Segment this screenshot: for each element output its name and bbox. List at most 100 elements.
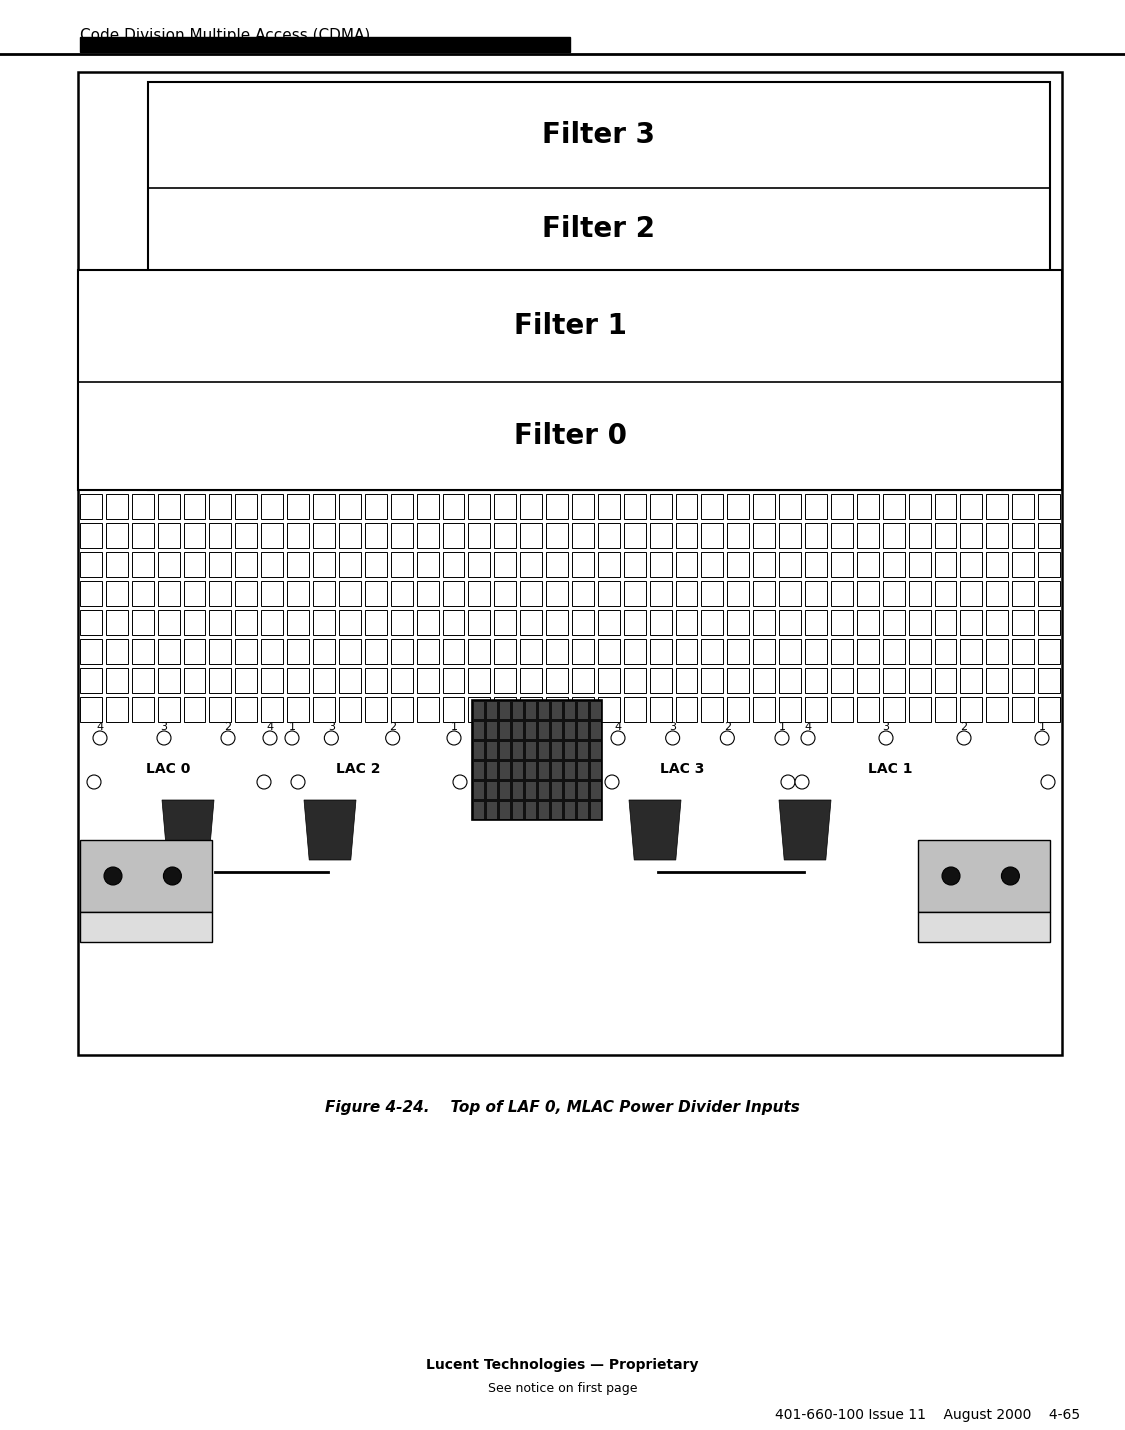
Bar bbox=[597, 611, 620, 635]
Bar bbox=[390, 611, 413, 635]
Bar bbox=[158, 639, 180, 664]
Bar bbox=[551, 702, 561, 718]
Bar bbox=[442, 696, 465, 722]
Circle shape bbox=[291, 775, 305, 789]
Bar bbox=[235, 611, 258, 635]
Bar bbox=[261, 639, 284, 664]
Bar bbox=[339, 552, 361, 576]
Text: 2: 2 bbox=[961, 722, 968, 732]
Bar bbox=[494, 581, 516, 606]
Circle shape bbox=[263, 731, 277, 745]
Bar bbox=[235, 552, 258, 576]
Bar bbox=[364, 581, 387, 606]
Bar bbox=[313, 639, 335, 664]
Bar bbox=[883, 611, 904, 635]
Bar bbox=[1012, 639, 1034, 664]
Bar bbox=[546, 668, 568, 694]
Bar bbox=[513, 762, 522, 778]
Polygon shape bbox=[629, 799, 681, 859]
Bar bbox=[649, 611, 672, 635]
Bar bbox=[780, 581, 801, 606]
Bar bbox=[106, 611, 128, 635]
Bar bbox=[909, 639, 930, 664]
Bar bbox=[961, 639, 982, 664]
Bar bbox=[728, 668, 749, 694]
Bar bbox=[520, 523, 542, 548]
Bar bbox=[987, 493, 1008, 519]
Bar bbox=[78, 72, 1062, 1055]
Bar bbox=[1012, 611, 1034, 635]
Bar bbox=[623, 668, 646, 694]
Bar bbox=[702, 493, 723, 519]
Bar bbox=[209, 639, 232, 664]
Bar bbox=[486, 801, 496, 818]
Bar bbox=[909, 581, 930, 606]
Circle shape bbox=[720, 731, 735, 745]
Bar bbox=[364, 523, 387, 548]
Text: 3: 3 bbox=[669, 722, 676, 732]
Bar bbox=[728, 523, 749, 548]
Bar bbox=[525, 742, 536, 758]
Bar bbox=[416, 552, 439, 576]
Bar bbox=[831, 611, 853, 635]
Bar bbox=[623, 552, 646, 576]
Text: 2: 2 bbox=[389, 722, 396, 732]
Bar bbox=[546, 523, 568, 548]
Bar bbox=[106, 581, 128, 606]
Bar bbox=[287, 696, 309, 722]
Bar bbox=[918, 839, 1050, 912]
Circle shape bbox=[781, 775, 795, 789]
Bar bbox=[551, 782, 561, 798]
Circle shape bbox=[801, 731, 814, 745]
Bar bbox=[539, 801, 549, 818]
Bar bbox=[935, 639, 956, 664]
Bar bbox=[857, 696, 879, 722]
Circle shape bbox=[795, 775, 809, 789]
Bar bbox=[520, 493, 542, 519]
Bar bbox=[676, 552, 698, 576]
Bar bbox=[883, 668, 904, 694]
Bar bbox=[474, 722, 484, 738]
Bar bbox=[1038, 493, 1060, 519]
Bar bbox=[261, 696, 284, 722]
Bar bbox=[935, 581, 956, 606]
Bar bbox=[500, 742, 510, 758]
Bar bbox=[780, 552, 801, 576]
Bar bbox=[1038, 523, 1060, 548]
Bar bbox=[961, 523, 982, 548]
Bar bbox=[513, 722, 522, 738]
Circle shape bbox=[1041, 775, 1055, 789]
Bar bbox=[235, 639, 258, 664]
Bar bbox=[623, 493, 646, 519]
Bar bbox=[831, 523, 853, 548]
Bar bbox=[486, 762, 496, 778]
Circle shape bbox=[256, 775, 271, 789]
Text: Lucent Technologies — Proprietary: Lucent Technologies — Proprietary bbox=[426, 1358, 699, 1371]
Bar bbox=[883, 581, 904, 606]
Text: 3: 3 bbox=[882, 722, 890, 732]
Bar bbox=[520, 668, 542, 694]
Text: 1: 1 bbox=[450, 722, 458, 732]
Bar bbox=[287, 668, 309, 694]
Bar bbox=[80, 696, 102, 722]
Bar bbox=[390, 696, 413, 722]
Bar bbox=[539, 722, 549, 738]
Bar bbox=[132, 668, 154, 694]
Bar bbox=[364, 611, 387, 635]
Bar bbox=[261, 611, 284, 635]
Bar bbox=[780, 696, 801, 722]
Bar bbox=[390, 581, 413, 606]
Bar bbox=[1012, 552, 1034, 576]
Bar bbox=[486, 782, 496, 798]
Bar bbox=[623, 639, 646, 664]
Circle shape bbox=[942, 867, 960, 885]
Bar bbox=[158, 611, 180, 635]
Bar bbox=[1012, 493, 1034, 519]
Bar bbox=[494, 696, 516, 722]
Bar bbox=[416, 639, 439, 664]
Bar bbox=[565, 782, 575, 798]
Polygon shape bbox=[778, 799, 831, 859]
Bar bbox=[183, 552, 206, 576]
Bar bbox=[261, 668, 284, 694]
Bar bbox=[313, 552, 335, 576]
